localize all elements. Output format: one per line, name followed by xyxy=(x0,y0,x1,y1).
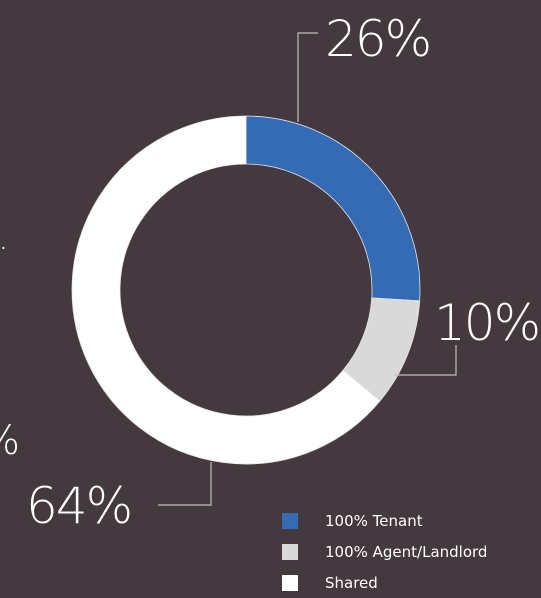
leader-line-shared xyxy=(158,462,212,506)
legend-label-agent: 100% Agent/Landlord xyxy=(325,542,488,561)
leader-line-agent xyxy=(395,345,457,376)
legend-swatch-tenant xyxy=(282,512,298,529)
legend-swatch-shared xyxy=(282,574,298,591)
slice-tenant xyxy=(245,115,421,302)
legend-item-tenant: 100% Tenant xyxy=(282,505,487,536)
legend-swatch-agent xyxy=(282,543,298,560)
legend-label-tenant: 100% Tenant xyxy=(325,511,423,530)
slice-shared xyxy=(71,115,381,465)
data-label-agent: 10% xyxy=(434,294,541,352)
leader-line-tenant xyxy=(297,32,318,122)
data-label-shared: 64% xyxy=(26,477,133,535)
legend-label-shared: Shared xyxy=(325,573,378,592)
data-label-tenant: 26% xyxy=(325,10,432,68)
legend: 100% Tenant 100% Agent/Landlord Shared xyxy=(282,505,487,598)
legend-item-agent: 100% Agent/Landlord xyxy=(282,536,487,567)
legend-item-shared: Shared xyxy=(282,567,487,598)
edge-glyph-percent: % xyxy=(0,418,20,464)
edge-glyph-dot: . xyxy=(0,218,9,258)
